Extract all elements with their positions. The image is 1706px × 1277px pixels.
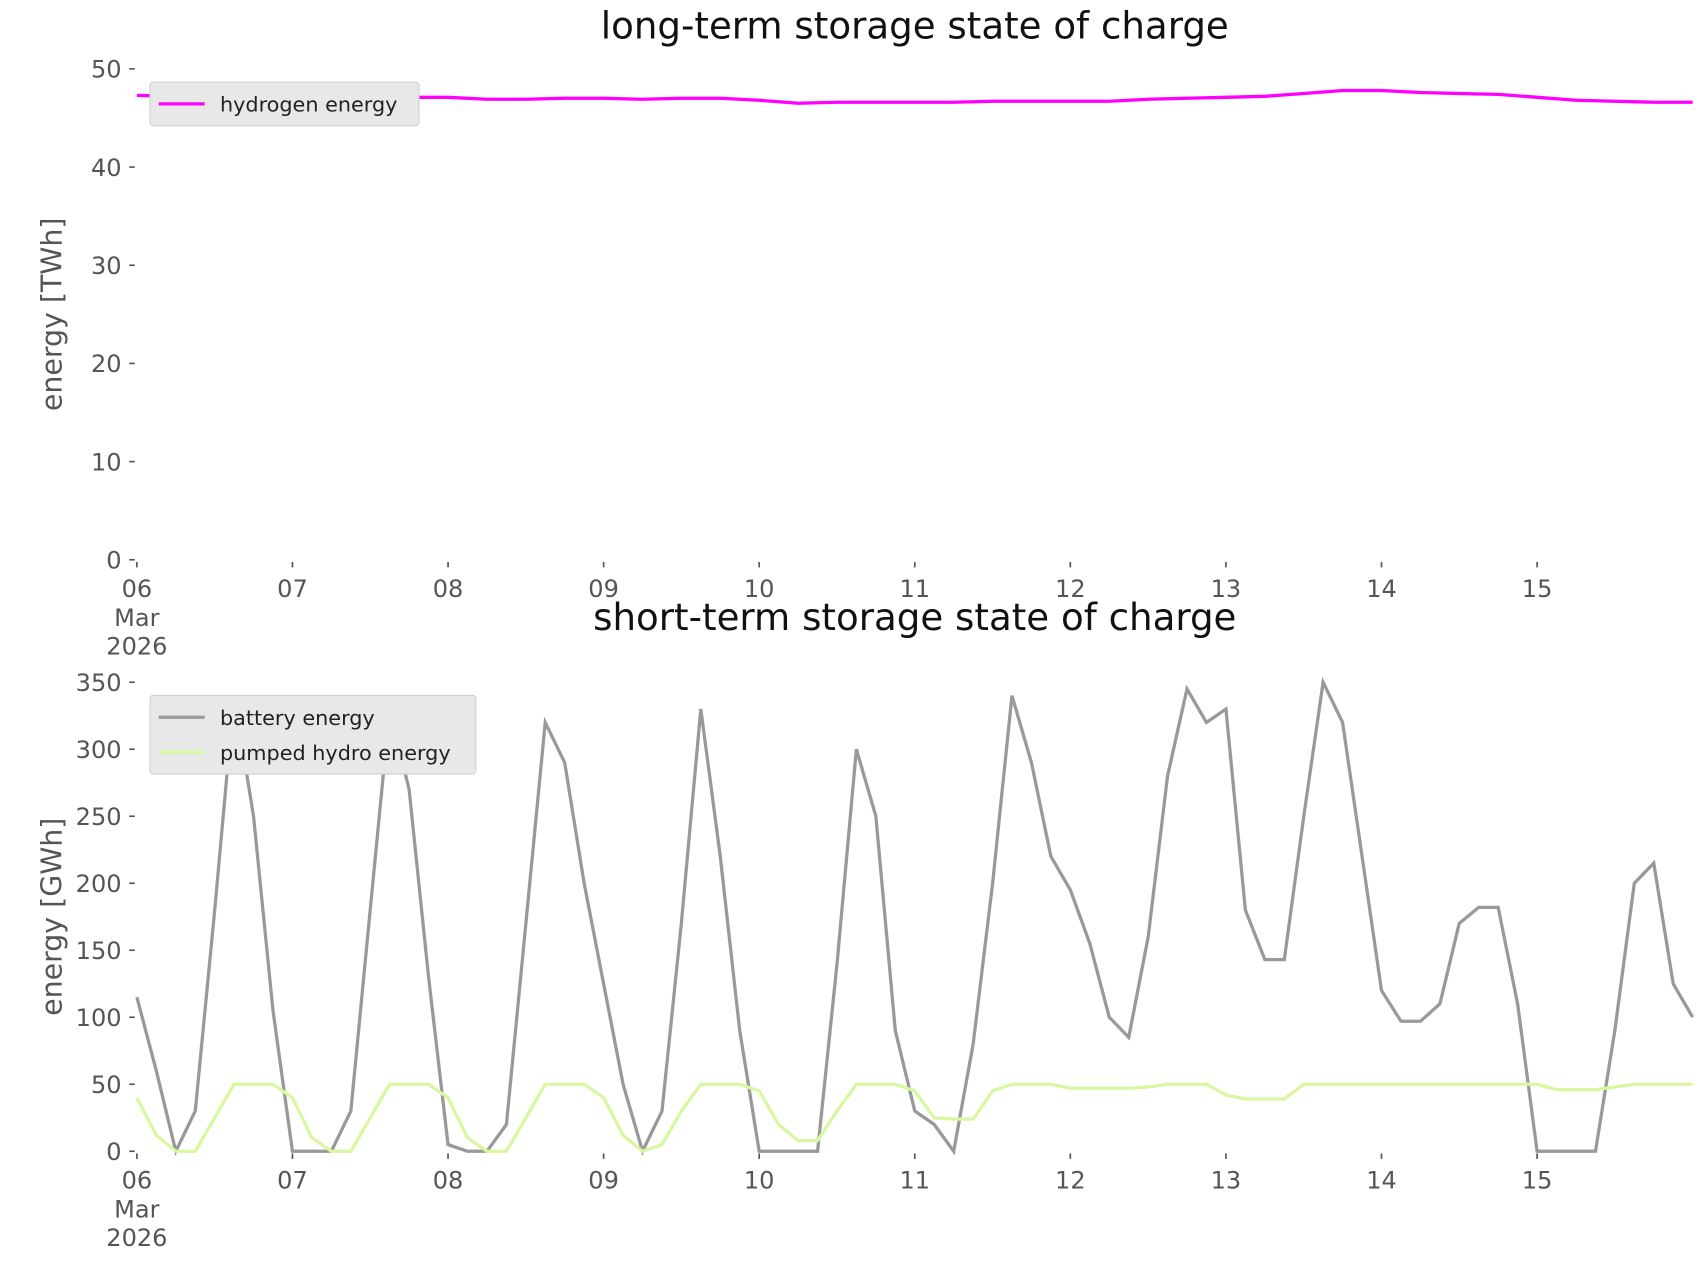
x-tick-label: 09	[588, 1166, 619, 1194]
x-tick-label: 11	[899, 1166, 930, 1194]
chart-title: long-term storage state of charge	[601, 3, 1229, 47]
legend-label: pumped hydro energy	[220, 741, 451, 765]
y-tick-label: 200	[76, 870, 122, 898]
x-tick-label: 07	[277, 575, 308, 603]
y-tick-label: 350	[76, 669, 122, 697]
legend-label: battery energy	[220, 706, 375, 730]
y-tick-label: 150	[76, 937, 122, 965]
y-tick-label: 250	[76, 803, 122, 831]
y-tick-label: 20	[91, 350, 122, 378]
x-tick-label: 13	[1211, 575, 1242, 603]
y-tick-label: 50	[91, 56, 122, 84]
x-tick-label: 12	[1055, 575, 1086, 603]
x-tick-label: 09	[588, 575, 619, 603]
x-tick-label: 13	[1211, 1166, 1242, 1194]
x-tick-label: 12	[1055, 1166, 1086, 1194]
y-axis-label: energy [TWh]	[35, 218, 68, 412]
x-tick-label: 11	[899, 575, 930, 603]
x-tick-label: 10	[744, 575, 775, 603]
x-tick-label: 15	[1522, 575, 1553, 603]
x-tick-label: 08	[433, 575, 464, 603]
x-tick-label: 14	[1366, 575, 1397, 603]
x-tick-label: 15	[1522, 1166, 1553, 1194]
legend-box	[149, 694, 477, 775]
y-tick-label: 10	[91, 448, 122, 476]
y-tick-label: 0	[106, 547, 121, 575]
x-tick-label: 06 Mar 2026	[106, 575, 167, 661]
y-tick-label: 0	[106, 1138, 121, 1166]
y-tick-label: 100	[76, 1004, 122, 1032]
x-tick-label: 08	[433, 1166, 464, 1194]
x-tick-label: 06 Mar 2026	[106, 1166, 167, 1252]
chart-title: short-term storage state of charge	[593, 595, 1236, 639]
x-tick-label: 07	[277, 1166, 308, 1194]
legend-box	[149, 81, 420, 127]
x-tick-label: 10	[744, 1166, 775, 1194]
y-tick-label: 300	[76, 736, 122, 764]
y-tick-label: 40	[91, 154, 122, 182]
legend-label: hydrogen energy	[220, 93, 397, 117]
x-tick-label: 14	[1366, 1166, 1397, 1194]
y-tick-label: 30	[91, 252, 122, 280]
y-axis-label: energy [GWh]	[35, 818, 68, 1016]
series-line	[135, 1082, 1693, 1154]
y-tick-label: 50	[91, 1071, 122, 1099]
